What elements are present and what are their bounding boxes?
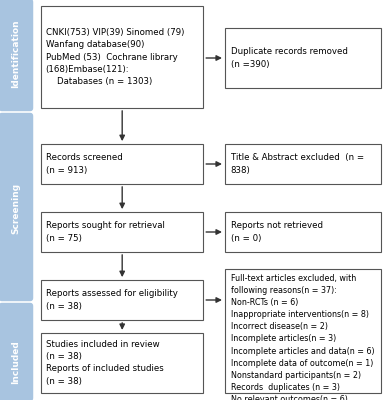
Text: Identification: Identification — [11, 20, 20, 88]
FancyBboxPatch shape — [225, 144, 381, 184]
Text: Reports sought for retrieval
(n = 75): Reports sought for retrieval (n = 75) — [46, 222, 165, 242]
FancyBboxPatch shape — [225, 269, 381, 393]
FancyBboxPatch shape — [225, 28, 381, 88]
Text: Records screened
(n = 913): Records screened (n = 913) — [46, 154, 122, 174]
FancyBboxPatch shape — [0, 303, 33, 400]
Text: Reports not retrieved
(n = 0): Reports not retrieved (n = 0) — [231, 222, 323, 242]
FancyBboxPatch shape — [41, 333, 203, 393]
Text: CNKI(753) VIP(39) Sinomed (79)
Wanfang database(90)
PubMed (53)  Cochrane librar: CNKI(753) VIP(39) Sinomed (79) Wanfang d… — [46, 28, 184, 86]
Text: Reports assessed for eligibility
(n = 38): Reports assessed for eligibility (n = 38… — [46, 290, 178, 310]
Text: Full-text articles excluded, with
following reasons(n = 37):
Non-RCTs (n = 6)
In: Full-text articles excluded, with follow… — [231, 274, 374, 400]
Text: Duplicate records removed
(n =390): Duplicate records removed (n =390) — [231, 48, 348, 68]
Text: Screening: Screening — [11, 182, 20, 234]
Text: Studies included in review
(n = 38)
Reports of included studies
(n = 38): Studies included in review (n = 38) Repo… — [46, 340, 163, 386]
FancyBboxPatch shape — [41, 6, 203, 108]
FancyBboxPatch shape — [41, 280, 203, 320]
Text: Title & Abstract excluded  (n =
838): Title & Abstract excluded (n = 838) — [231, 154, 364, 174]
FancyBboxPatch shape — [0, 113, 33, 301]
FancyBboxPatch shape — [41, 212, 203, 252]
FancyBboxPatch shape — [0, 0, 33, 111]
FancyBboxPatch shape — [41, 144, 203, 184]
FancyBboxPatch shape — [225, 212, 381, 252]
Text: Included: Included — [11, 340, 20, 384]
